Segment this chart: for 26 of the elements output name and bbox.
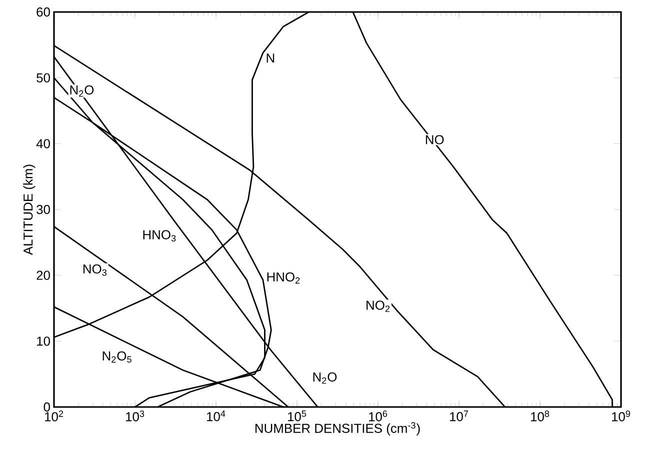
y-tick-label: 60: [36, 7, 50, 17]
annotation: NO: [426, 135, 444, 144]
annotation: NO$_{2}$: [366, 300, 390, 312]
x-tick-label: 10$^{5}$: [288, 410, 306, 422]
y-tick-label: 20: [36, 270, 50, 280]
x-tick-label: 10$^{6}$: [369, 410, 388, 422]
x-tick-label: 10$^{7}$: [450, 410, 468, 422]
x-tick-label: 10$^{8}$: [531, 410, 550, 422]
y-tick-label: 0: [44, 402, 50, 412]
y-axis-title: ALTITUDE (km): [23, 164, 36, 256]
annotation: N: [266, 54, 274, 63]
x-tick-label: 10$^{4}$: [207, 410, 226, 422]
y-tick-label: 30: [36, 204, 50, 214]
x-axis-title: NUMBER DENSITIES (cm$^{-3}$): [256, 422, 420, 436]
annotation: HNO$_{3}$: [143, 230, 176, 242]
x-tick-label: 10$^{3}$: [126, 410, 144, 422]
x-tick-label: 10$^{9}$: [612, 410, 630, 422]
x-tick-label: 10$^{2}$: [45, 410, 64, 422]
y-tick-label: 50: [36, 73, 50, 82]
annotation: NO$_{3}$: [83, 264, 106, 276]
annotation: HNO$_{2}$: [267, 272, 300, 284]
annotation: N$_{2}$O$_{5}$: [102, 351, 132, 363]
y-tick-label: 10: [37, 336, 50, 346]
annotation: N$_{2}$O: [313, 372, 337, 384]
annotation: N$_{2}$O: [70, 85, 94, 97]
y-tick-label: 40: [36, 139, 50, 148]
